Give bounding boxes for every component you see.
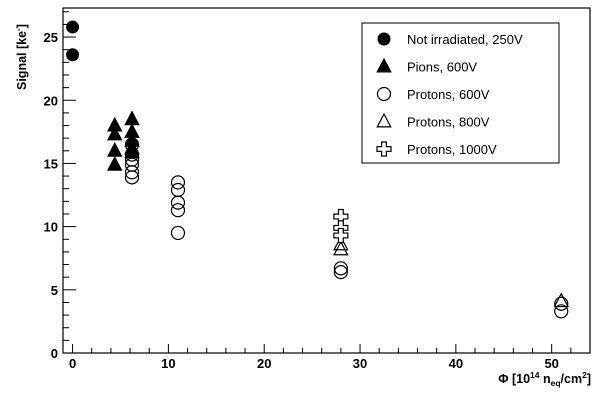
legend-marker-filled-triangle — [376, 57, 392, 73]
y-axis-title-suffix: ] — [15, 24, 29, 28]
data-point-open-triangle — [333, 235, 349, 251]
y-tick-label: 15 — [44, 156, 58, 171]
x-axis-title-sub: eq — [551, 378, 561, 388]
y-axis-title-main: Signal [ke — [15, 31, 29, 90]
axes: 0 10 20 30 40 50 0 5 10 15 20 25 — [44, 11, 591, 371]
data-point-filled-triangle — [107, 142, 123, 157]
x-axis-title-unit: /cm — [561, 372, 583, 386]
x-tick-label: 20 — [257, 356, 271, 371]
data-point-filled-triangle — [107, 155, 123, 171]
y-tick-label: 20 — [44, 93, 58, 108]
data-point-open-circle — [124, 165, 140, 180]
plot-frame — [62, 7, 591, 354]
legend-marker-open-triangle — [376, 112, 392, 128]
legend-label: Protons, 800V — [407, 115, 490, 130]
data-point-open-circle — [170, 203, 186, 218]
x-axis-title-suffix: ] — [587, 372, 591, 386]
legend-marker-filled-circle — [377, 32, 391, 46]
data-point-open-circle — [170, 195, 186, 210]
data-point-open-circle — [333, 261, 348, 276]
x-axis-title-exp: 14 — [530, 370, 540, 380]
x-axis-title-prefix: Φ [10 — [498, 372, 530, 386]
y-tick-label: 5 — [51, 283, 58, 298]
data-point-open-circle — [333, 265, 348, 280]
x-axis-title-unit-exp: 2 — [582, 370, 587, 380]
y-tick-label: 0 — [51, 346, 58, 361]
data-point-open-circle — [170, 175, 186, 190]
legend-label: Pions, 600V — [407, 60, 477, 75]
data-point-filled-circle — [66, 20, 80, 34]
data-point-filled-triangle — [124, 143, 140, 159]
x-tick-label: 10 — [161, 356, 175, 371]
x-axis-title: Φ [1014 neq/cm2] — [498, 370, 591, 388]
y-tick-label: 10 — [44, 220, 58, 235]
legend-label: Protons, 600V — [407, 87, 490, 102]
data-point-open-circle — [554, 296, 569, 311]
data-point-open-cross — [333, 227, 349, 244]
y-tick-label: 25 — [44, 30, 58, 45]
legend-label: Protons, 1000V — [407, 142, 497, 157]
x-axis-title-n: n — [540, 372, 551, 386]
data-point-filled-triangle — [124, 110, 140, 126]
y-axis-title-sup: - — [14, 28, 23, 31]
legend-marker-open-cross — [376, 141, 392, 157]
y-axis-title: Signal [ke-] — [14, 24, 29, 90]
legend: Not irradiated, 250V Pions, 600V Protons, … — [361, 22, 560, 164]
data-point-open-circle — [170, 182, 186, 198]
data-point-open-triangle — [333, 240, 349, 256]
data-point-open-circle — [554, 304, 569, 319]
x-tick-label: 50 — [544, 356, 558, 371]
x-tick-label: 40 — [449, 356, 463, 371]
data-point-open-circle — [124, 170, 140, 185]
data-point-filled-triangle — [107, 125, 123, 141]
legend-label: Not irradiated, 250V — [407, 32, 523, 47]
x-tick-label: 0 — [69, 356, 76, 371]
legend-marker-open-circle — [376, 86, 392, 102]
x-tick-label: 30 — [353, 356, 367, 371]
data-point-open-circle — [170, 225, 186, 241]
data-point-filled-circle — [66, 48, 80, 62]
data-point-open-triangle — [553, 292, 569, 308]
legend-box — [361, 22, 560, 164]
data-markers — [66, 20, 569, 319]
